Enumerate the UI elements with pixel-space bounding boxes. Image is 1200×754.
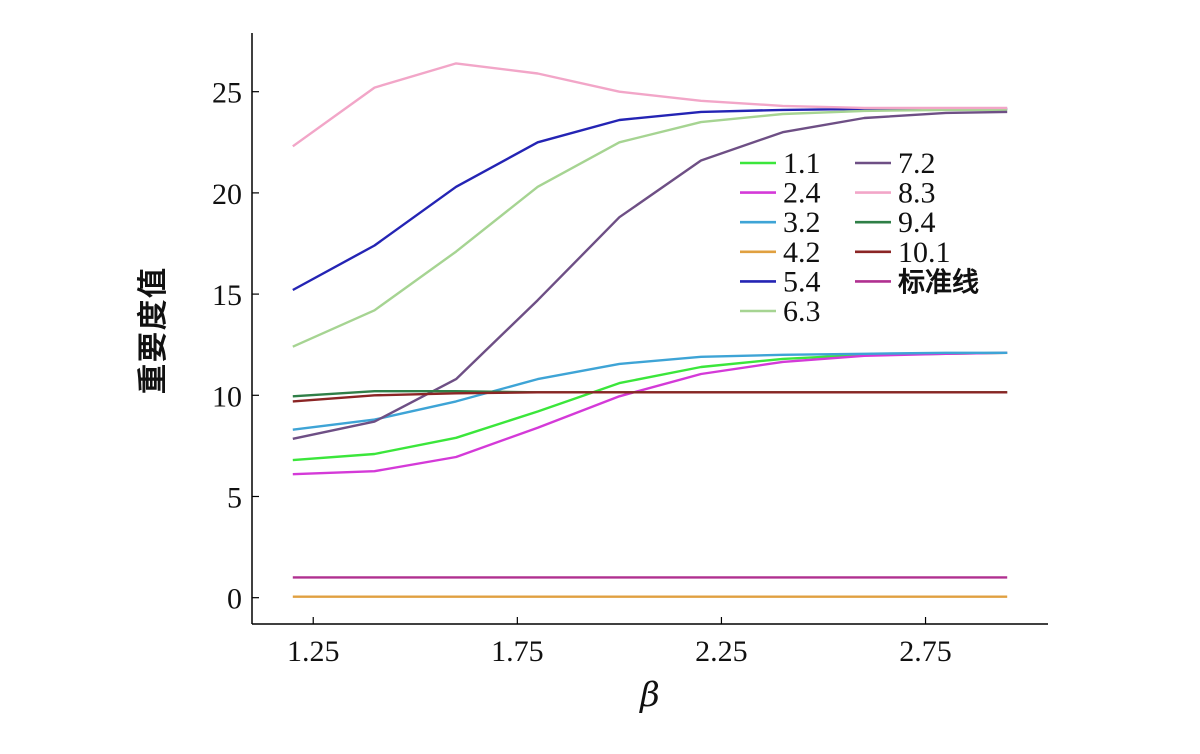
- x-tick-label: 1.75: [491, 635, 544, 668]
- y-tick-label: 5: [227, 481, 242, 514]
- legend-label: 8.3: [898, 177, 936, 210]
- series-line-2.4: [292, 351, 1008, 476]
- y-tick-label: 20: [212, 178, 242, 211]
- y-tick-label: 15: [212, 279, 242, 312]
- series-layer: [292, 62, 1008, 598]
- series-line-1.1: [292, 351, 1008, 462]
- x-tick-label: 1.25: [287, 635, 340, 668]
- legend-label: 5.4: [783, 265, 821, 298]
- y-tick-label: 0: [227, 583, 242, 616]
- legend-label: 2.4: [783, 177, 821, 210]
- y-tick-label: 25: [212, 77, 242, 110]
- series-line-6.3: [292, 108, 1008, 348]
- legend-label: 6.3: [783, 295, 821, 328]
- legend-label: 7.2: [898, 147, 936, 180]
- series-line-3.2: [292, 351, 1008, 431]
- legend-label: 标准线: [898, 267, 979, 297]
- legend-label: 9.4: [898, 206, 936, 239]
- series-line-8.3: [292, 62, 1008, 148]
- x-axis-label: β: [640, 675, 660, 715]
- legend-label: 3.2: [783, 206, 821, 239]
- series-line-7.2: [292, 110, 1008, 440]
- y-tick-label: 10: [212, 380, 242, 413]
- x-tick-label: 2.75: [899, 635, 952, 668]
- y-axis-label: 重要度值: [136, 266, 171, 394]
- axes: 0 5 10 15 20 25 1.25 1.75 2.25 2.75: [212, 33, 1048, 668]
- legend-label: 1.1: [783, 147, 821, 180]
- series-line-10.1: [292, 391, 1008, 403]
- legend-label: 4.2: [783, 236, 821, 269]
- legend-label: 10.1: [898, 236, 951, 269]
- x-tick-label: 2.25: [695, 635, 748, 668]
